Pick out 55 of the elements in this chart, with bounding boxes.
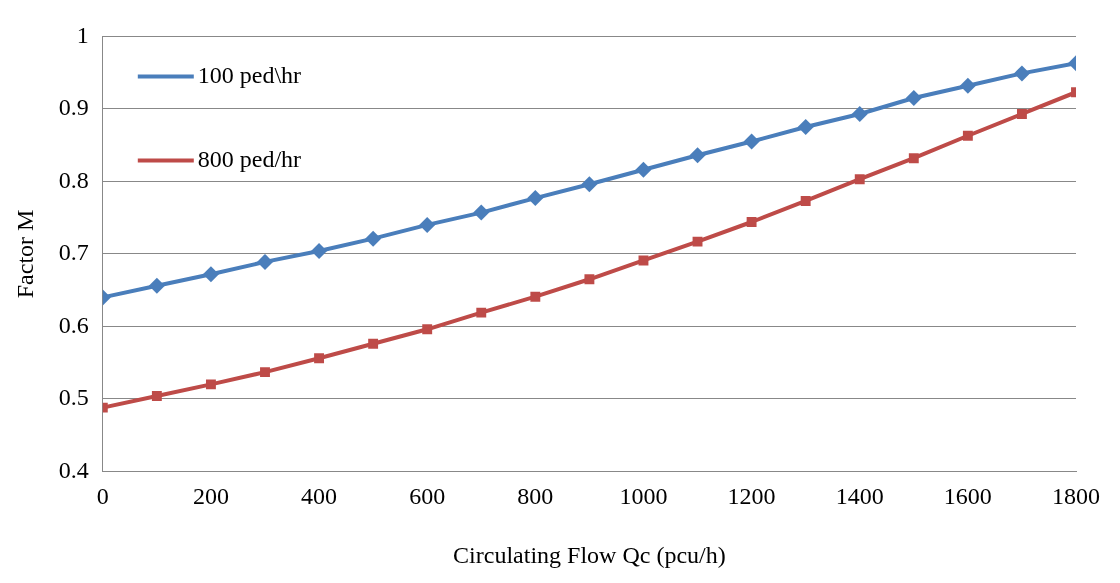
point <box>368 338 379 349</box>
x-tick-label: 1000 <box>619 483 668 510</box>
point <box>638 255 649 266</box>
point <box>689 147 706 164</box>
y-axis-title: Factor M <box>11 209 38 299</box>
point <box>746 217 757 227</box>
point <box>473 204 490 221</box>
point <box>800 196 811 206</box>
point <box>260 367 270 378</box>
point <box>743 133 760 150</box>
point <box>851 105 868 122</box>
x-tick-label: 200 <box>192 483 229 510</box>
point <box>584 274 595 285</box>
point <box>692 236 703 247</box>
x-tick-label: 400 <box>301 483 338 510</box>
point <box>854 174 865 185</box>
point <box>908 153 919 164</box>
point <box>635 161 652 178</box>
x-tick-label: 1800 <box>1052 483 1100 510</box>
point <box>205 379 216 390</box>
point <box>257 253 273 270</box>
x-tick-label: 1200 <box>727 483 776 510</box>
point <box>905 90 922 107</box>
y-tick-label: 0.8 <box>58 166 89 193</box>
point <box>202 266 219 283</box>
point <box>581 176 598 193</box>
x-tick-label: 600 <box>409 483 446 510</box>
point <box>311 243 328 259</box>
x-tick-label: 0 <box>96 483 109 510</box>
point <box>151 391 162 401</box>
point <box>314 353 325 364</box>
y-tick-label: 0.9 <box>58 94 89 121</box>
point <box>365 230 382 247</box>
y-tick-label: 1 <box>76 21 89 48</box>
x-tick-label: 1600 <box>943 483 992 510</box>
point <box>1016 109 1027 119</box>
point <box>527 190 544 207</box>
point <box>797 119 814 136</box>
point <box>422 324 433 335</box>
x-axis-title: Circulating Flow Qc (pcu/h) <box>453 541 726 568</box>
point <box>530 291 541 302</box>
legend-label: 100 ped\hr <box>197 61 302 88</box>
point <box>476 307 487 318</box>
point <box>959 77 976 94</box>
point <box>148 277 165 294</box>
point <box>419 216 436 233</box>
y-tick-label: 0.4 <box>58 456 89 483</box>
x-tick-label: 800 <box>517 483 554 510</box>
point <box>1013 65 1030 82</box>
y-tick-label: 0.5 <box>58 384 89 411</box>
y-tick-label: 0.6 <box>58 311 89 338</box>
x-tick-label: 1400 <box>835 483 884 510</box>
point <box>962 130 973 141</box>
y-tick-label: 0.7 <box>58 239 89 266</box>
legend-label: 800 ped/hr <box>197 145 302 172</box>
